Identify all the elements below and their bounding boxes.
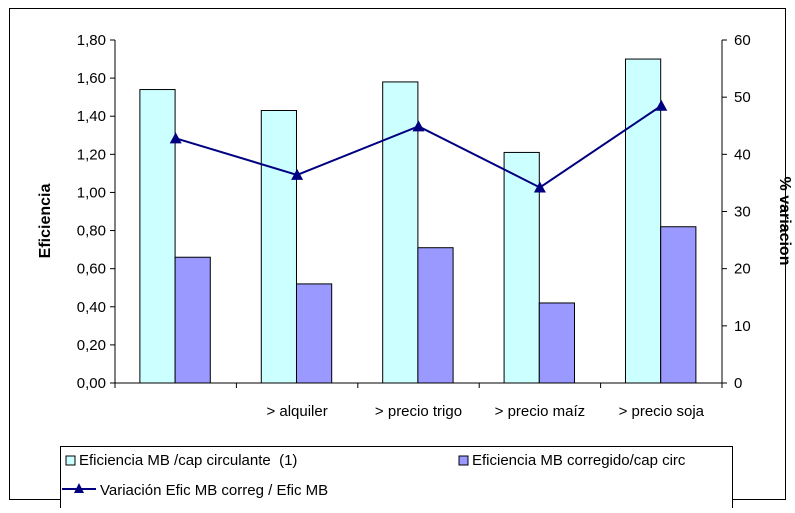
legend: Eficiencia MB /cap circulante (1) Eficie… (60, 446, 733, 510)
y-axis-title: Eficiencia (37, 184, 54, 259)
plot-area: 0,00 0,20 0,40 0,60 0,80 1,00 1,20 1,40 1,60 1,80… (77, 32, 751, 420)
y-tick-label: 1,40 (77, 108, 106, 125)
legend-marker-triangle (74, 483, 84, 493)
line-point-marker-2 (412, 120, 425, 132)
bar-series-2-2 (417, 247, 454, 384)
x-tick-label: > precio maíz (495, 403, 585, 420)
y2-tick-label: 60 (734, 32, 751, 49)
line-point-marker-4 (655, 99, 668, 111)
bar-series-1-4 (624, 58, 662, 384)
y-tick-label: 0,80 (77, 223, 106, 240)
y2-tick-label: 0 (734, 375, 742, 392)
bar-series-1-3 (503, 151, 540, 384)
bar-series-1-1 (260, 110, 297, 384)
x-tick-label: > alquiler (266, 403, 327, 420)
y-tick-label: 0,00 (77, 375, 106, 392)
y2-tick-label: 10 (734, 318, 751, 335)
y-tick-label: 0,60 (77, 261, 106, 278)
line-point-marker-0 (169, 132, 182, 144)
legend-swatch-bar-2 (458, 455, 469, 466)
y-tick-label: 1,00 (77, 184, 106, 201)
bar-series-2-3 (538, 302, 575, 384)
y-tick-label: 1,60 (77, 70, 106, 87)
line-point-marker-3 (533, 181, 546, 193)
x-tick-label: > precio soja (619, 403, 705, 420)
y2-tick-label: 30 (734, 204, 751, 221)
legend-swatch-bar-1 (65, 455, 76, 466)
bar-series-2-0 (174, 256, 211, 384)
legend-label-bar-1: Eficiencia MB /cap circulante (1) (79, 452, 297, 469)
line-point-marker-1 (291, 168, 304, 180)
bar-series-1-2 (382, 81, 419, 384)
bar-series-1-0 (139, 89, 176, 384)
y2-tick-label: 40 (734, 146, 751, 163)
y-tick-label: 1,20 (77, 146, 106, 163)
legend-label-bar-2: Eficiencia MB corregido/cap circ (472, 452, 686, 469)
y2-axis-title: % variacion (776, 177, 793, 266)
bar-series-2-1 (295, 283, 333, 384)
bar-series-2-4 (660, 226, 697, 384)
y2-tick-label: 20 (734, 261, 751, 278)
legend-box (60, 446, 733, 510)
y-tick-label: 1,80 (77, 32, 106, 49)
y2-tick-label: 50 (734, 89, 751, 106)
y-tick-label: 0,20 (77, 337, 106, 354)
x-tick-label: > precio trigo (375, 403, 462, 420)
y-tick-label: 0,40 (77, 299, 106, 316)
legend-label-line: Variación Efic MB correg / Efic MB (100, 482, 328, 499)
